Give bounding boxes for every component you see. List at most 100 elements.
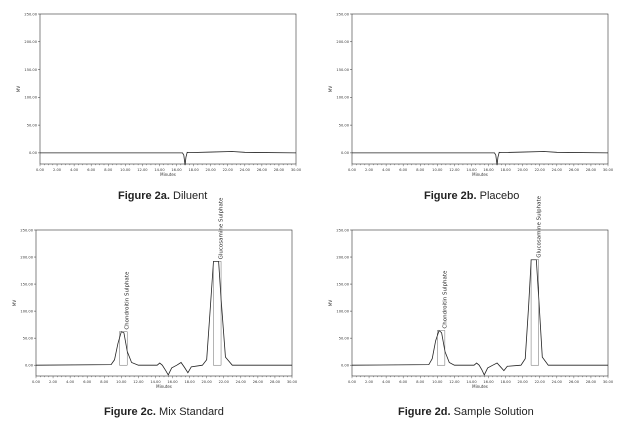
x-axis-label: Minutes	[160, 172, 176, 177]
y-tick-label: 250.00	[336, 12, 349, 16]
x-tick-label: 26.00	[569, 380, 580, 384]
x-tick-label: 10.00	[120, 168, 131, 172]
caption-label: Figure 2d.	[398, 406, 451, 418]
x-tick-label: 10.00	[432, 168, 443, 172]
y-axis-label: MV	[328, 300, 333, 306]
x-tick-label: 12.00	[449, 380, 460, 384]
y-tick-label: 100.00	[20, 309, 33, 313]
y-tick-label: 150.00	[336, 68, 349, 72]
x-tick-label: 22.00	[223, 168, 234, 172]
y-tick-label: 50.00	[339, 336, 350, 340]
x-tick-label: 24.00	[236, 380, 247, 384]
x-tick-label: 26.00	[253, 380, 264, 384]
plot-frame	[351, 229, 609, 377]
x-tick-label: 4.00	[70, 168, 79, 172]
x-axis-label: Minutes	[156, 384, 172, 389]
caption-name: Diluent	[173, 190, 208, 202]
y-tick-label: 100.00	[24, 96, 37, 100]
y-tick-label: 100.00	[336, 309, 349, 313]
x-tick-label: 6.00	[399, 380, 408, 384]
y-tick-label: 200.00	[24, 40, 37, 44]
x-tick-label: 14.00	[150, 380, 161, 384]
y-tick-label: 200.00	[336, 255, 349, 259]
x-tick-label: 14.00	[466, 168, 477, 172]
x-tick-label: 0.00	[32, 380, 41, 384]
peak-label: Chondroitin Sulphate	[125, 271, 131, 330]
x-tick-label: 6.00	[399, 168, 408, 172]
y-tick-label: 50.00	[23, 336, 34, 340]
y-tick-label: 0.00	[25, 363, 34, 367]
caption-name: Sample Solution	[453, 406, 534, 418]
y-tick-label: 50.00	[339, 123, 350, 127]
x-tick-label: 10.00	[432, 380, 443, 384]
caption-2d: Figure 2d. Sample Solution	[398, 406, 534, 418]
y-tick-label: 0.00	[341, 363, 350, 367]
x-tick-label: 16.00	[167, 380, 178, 384]
x-tick-label: 20.00	[518, 168, 529, 172]
x-tick-label: 18.00	[500, 380, 511, 384]
y-tick-label: 150.00	[336, 282, 349, 286]
x-tick-label: 16.00	[483, 380, 494, 384]
x-tick-label: 10.00	[116, 380, 127, 384]
y-tick-label: 200.00	[336, 40, 349, 44]
peak-label: Glucosamine Sulphate	[219, 197, 225, 259]
x-tick-label: 26.00	[257, 168, 268, 172]
x-tick-label: 2.00	[49, 380, 58, 384]
chart-2c: 0.00 50.00 100.00 150.00 200.00 250.00 0.00 2.0…	[12, 197, 298, 389]
x-tick-label: 24.00	[552, 380, 563, 384]
x-tick-label: 14.00	[154, 168, 165, 172]
x-tick-label: 6.00	[87, 168, 96, 172]
chart-panel-2a: 0.00 50.00 100.00 150.00 200.00 250.00 0.00 2.0…	[0, 0, 312, 218]
plot-frame	[39, 13, 297, 165]
x-tick-label: 20.00	[206, 168, 217, 172]
y-tick-label: 100.00	[336, 96, 349, 100]
caption-label: Figure 2a.	[118, 190, 170, 202]
peak-label: Glucosamine Sulphate	[536, 195, 542, 257]
x-tick-label: 26.00	[569, 168, 580, 172]
y-tick-label: 50.00	[27, 123, 38, 127]
x-tick-label: 4.00	[382, 168, 391, 172]
x-tick-label: 8.00	[416, 168, 425, 172]
y-tick-label: 200.00	[20, 255, 33, 259]
x-tick-label: 2.00	[53, 168, 62, 172]
chart-2b: 0.00 50.00 100.00 150.00 200.00 250.00 0.00 2.0…	[328, 12, 614, 177]
chromatogram-line	[351, 259, 608, 376]
x-tick-label: 30.00	[291, 168, 302, 172]
y-axis-label: MV	[328, 86, 333, 92]
x-tick-label: 12.00	[137, 168, 148, 172]
x-tick-label: 24.00	[552, 168, 563, 172]
x-tick-label: 8.00	[104, 168, 113, 172]
peak-label: Chondroitin Sulphate	[442, 270, 448, 329]
x-tick-label: 16.00	[483, 168, 494, 172]
x-tick-label: 2.00	[365, 168, 374, 172]
chart-panel-2c: 0.00 50.00 100.00 150.00 200.00 250.00 0.00 2.0…	[0, 197, 312, 435]
y-tick-label: 250.00	[20, 228, 33, 232]
x-tick-label: 8.00	[416, 380, 425, 384]
caption-name: Placebo	[479, 190, 520, 202]
x-tick-label: 6.00	[83, 380, 92, 384]
x-tick-label: 2.00	[365, 380, 374, 384]
x-tick-label: 12.00	[133, 380, 144, 384]
y-tick-label: 0.00	[341, 151, 350, 155]
y-tick-label: 0.00	[29, 151, 38, 155]
x-tick-label: 24.00	[240, 168, 251, 172]
chromatogram-line	[35, 260, 292, 376]
x-tick-label: 28.00	[586, 380, 597, 384]
y-tick-label: 250.00	[336, 228, 349, 232]
peak-marker	[213, 261, 222, 366]
caption-label: Figure 2c.	[104, 406, 156, 418]
x-axis-label: Minutes	[472, 172, 488, 177]
chromatogram-line	[40, 151, 297, 166]
x-tick-label: 0.00	[36, 168, 45, 172]
x-tick-label: 4.00	[382, 380, 391, 384]
x-tick-label: 20.00	[518, 380, 529, 384]
caption-label: Figure 2b.	[424, 190, 477, 202]
peak-marker	[119, 331, 128, 366]
x-tick-label: 30.00	[603, 380, 614, 384]
caption-2b: Figure 2b. Placebo	[424, 190, 519, 202]
x-tick-label: 0.00	[348, 380, 357, 384]
y-tick-label: 250.00	[24, 12, 37, 16]
x-tick-label: 18.00	[184, 380, 195, 384]
x-tick-label: 12.00	[449, 168, 460, 172]
caption-name: Mix Standard	[159, 406, 224, 418]
